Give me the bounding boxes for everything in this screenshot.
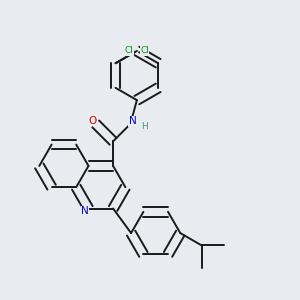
Text: H: H (142, 122, 148, 131)
Text: Cl: Cl (140, 46, 149, 55)
Text: N: N (129, 116, 137, 127)
Text: Cl: Cl (125, 46, 134, 55)
Text: O: O (88, 116, 97, 126)
Text: N: N (81, 206, 89, 217)
